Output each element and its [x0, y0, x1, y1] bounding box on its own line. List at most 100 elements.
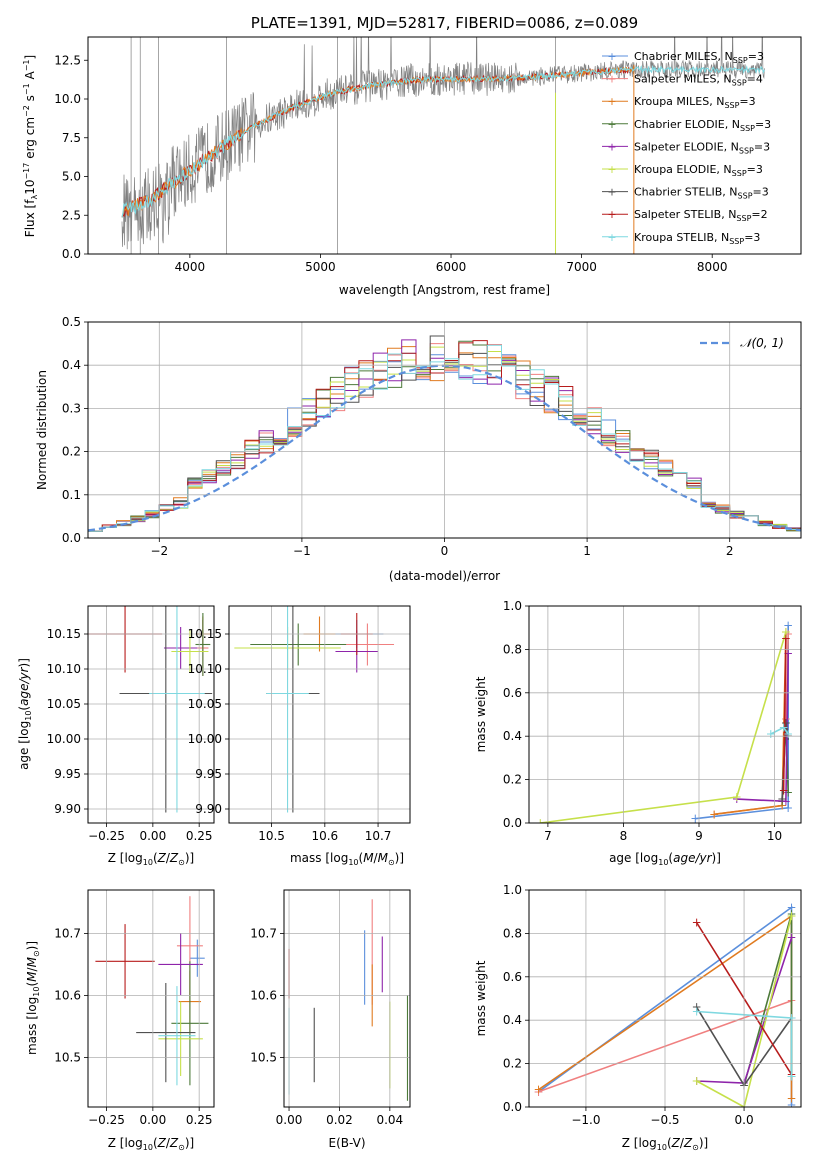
x-tick-label: 10.6 — [311, 829, 338, 843]
mass-weight-point: + — [783, 647, 793, 661]
y-axis-label: Flux [fλ10−17 erg cm−2 s−1 A−1] — [22, 55, 39, 237]
mass-weight-line — [782, 638, 787, 791]
x-tick-label: 7000 — [566, 260, 597, 274]
x-tick-label: 6000 — [436, 260, 467, 274]
x-tick-label: 0.25 — [186, 1113, 213, 1127]
mass-weight-point: + — [781, 794, 791, 808]
label-part: =4 — [747, 73, 763, 86]
label-part: 10 — [32, 987, 41, 997]
label-part: Z — [683, 1136, 693, 1150]
legend-entry: Chabrier MILES, NSSP=3 — [634, 50, 764, 65]
label-part: Kroupa STELIB, N — [634, 231, 729, 244]
legend-entry: 𝒩(0, 1) — [740, 336, 784, 350]
label-part: Kroupa ELODIE, N — [634, 163, 732, 176]
label-part: mass [log — [25, 997, 39, 1055]
mass-weight-point: + — [692, 1000, 702, 1014]
label-part: =3 — [747, 163, 763, 176]
label-part: Z — [169, 851, 179, 865]
mass-weight-point: + — [786, 931, 796, 945]
label-part: SSP — [732, 79, 747, 88]
x-tick-label: 8 — [620, 829, 628, 843]
mass_vs_Z-plot-area — [95, 896, 209, 1086]
axes-frame — [228, 605, 411, 824]
label-part: 10 — [348, 858, 358, 867]
y-axis-label: mass [log10(M/M⊙)] — [25, 941, 41, 1055]
label-part: SSP — [733, 56, 748, 65]
y-tick-label: 1.0 — [503, 599, 522, 613]
x-tick-label: 0.00 — [276, 1113, 303, 1127]
label-part: Kroupa MILES, N — [634, 95, 724, 108]
label-part: 10 — [657, 1143, 667, 1152]
x-tick-label: 0 — [441, 544, 449, 558]
x-tick-label: −0.5 — [650, 1113, 679, 1127]
label-part: Chabrier ELODIE, N — [634, 118, 740, 131]
y-tick-label: 0.0 — [503, 1100, 522, 1114]
label-part: Z [log — [108, 1136, 143, 1150]
label-part: =3 — [739, 95, 755, 108]
mass-weight-point: + — [766, 727, 776, 741]
label-part: ⊙ — [178, 1143, 185, 1152]
mass-weight-point: + — [777, 792, 787, 806]
label-part: =2 — [751, 208, 767, 221]
x-tick-label: −1 — [293, 544, 311, 558]
x-tick-label: 7 — [544, 829, 552, 843]
axes-frame — [528, 605, 802, 824]
mass-weight-line — [770, 726, 789, 735]
legend-entry: Chabrier STELIB, NSSP=3 — [634, 186, 769, 201]
mass-weight-point: + — [777, 799, 787, 813]
label-part: )] — [185, 851, 194, 865]
y-tick-label: 0.5 — [62, 315, 81, 329]
label-part: )] — [395, 851, 404, 865]
x-tick-label: 10.7 — [365, 829, 392, 843]
y-tick-label: 0.2 — [503, 1057, 522, 1071]
y-tick-label: 10.00 — [47, 732, 81, 746]
mass-weight-point: + — [709, 807, 719, 821]
mass-weight-line — [696, 1010, 793, 1077]
y-tick-label: 0.3 — [62, 401, 81, 415]
label-part: age/yr — [673, 851, 712, 865]
y-tick-label: 10.5 — [54, 1050, 81, 1064]
label-part: SSP — [736, 214, 751, 223]
x-axis-label: mass [log10(M/M⊙)] — [290, 851, 404, 867]
legend-marker: + — [607, 73, 616, 86]
mass-weight-point: + — [692, 1005, 702, 1019]
label-part: erg cm — [23, 117, 37, 163]
mass-weight-point: + — [692, 916, 702, 930]
mass_weight_vs_age-plot-area: ++++++++++++++ +++++++++++ ++ — [535, 619, 793, 826]
legend-entry: Kroupa STELIB, NSSP=3 — [634, 231, 760, 246]
y-tick-label: 12.5 — [54, 53, 81, 67]
label-part: −2 — [22, 105, 31, 117]
label-part: −17 — [22, 163, 31, 180]
y-tick-label: 0.8 — [503, 926, 522, 940]
y-tick-label: 10.0 — [54, 92, 81, 106]
mass-weight-point: + — [781, 712, 791, 726]
label-part: / — [680, 1136, 685, 1150]
x-tick-label: 8000 — [697, 260, 728, 274]
legend-marker: + — [607, 163, 616, 176]
mass-weight-point: + — [786, 1070, 796, 1084]
y-tick-label: 10.7 — [250, 926, 277, 940]
legend-marker: + — [607, 231, 616, 244]
label-part: ( — [17, 706, 31, 711]
label-part: )] — [25, 941, 39, 950]
label-part: ( — [153, 851, 158, 865]
x-tick-label: −0.25 — [88, 1113, 125, 1127]
label-part: Salpeter STELIB, N — [634, 208, 736, 221]
mass-weight-point: + — [690, 812, 700, 826]
x-axis-label: Z [log10(Z/Z⊙)] — [108, 1136, 194, 1152]
legend-entry: Salpeter MILES, NSSP=4 — [634, 73, 763, 88]
mass-weight-point: + — [781, 716, 791, 730]
label-part: Salpeter ELODIE, N — [634, 140, 739, 153]
mass-weight-line — [713, 631, 787, 816]
label-part: ( — [25, 982, 39, 987]
label-part: −1 — [22, 83, 31, 95]
y-tick-label: 0.6 — [503, 970, 522, 984]
label-part: ( — [153, 1136, 158, 1150]
label-part: =3 — [744, 231, 760, 244]
label-part: ⊙ — [178, 858, 185, 867]
label-part: M — [25, 956, 39, 967]
label-part: ( — [359, 851, 364, 865]
mass-weight-point: + — [533, 1083, 543, 1097]
y-tick-label: 10.00 — [188, 732, 222, 746]
